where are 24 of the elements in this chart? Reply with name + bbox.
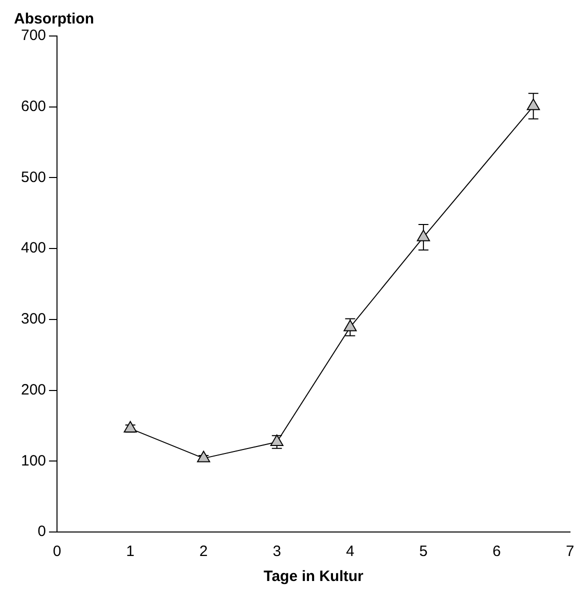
y-tick-label: 200	[20, 381, 46, 398]
x-tick-label: 1	[126, 543, 134, 560]
point	[197, 450, 210, 462]
point	[416, 230, 430, 242]
x-tick-label: 5	[419, 543, 428, 560]
y-axis-title: Absorption	[14, 10, 94, 28]
y-tick-label: 400	[20, 240, 46, 257]
y-tick-label: 500	[20, 168, 46, 186]
y-tick-label: 300	[20, 310, 46, 328]
x-tick-label: 0	[52, 543, 62, 560]
y-tick-label: 600	[20, 98, 46, 115]
x-tick-label: 4	[346, 543, 354, 560]
x-tick-label: 7	[566, 543, 574, 560]
point	[526, 98, 540, 110]
x-tick-label: 3	[272, 543, 282, 560]
y-tick-label: 0	[38, 523, 46, 540]
x-axis-title: Tage in Kultur	[264, 568, 364, 586]
point	[270, 434, 284, 446]
x-tick-label: 2	[199, 543, 208, 560]
y-tick-label: 100	[20, 452, 46, 470]
y-tick-label: 700	[20, 27, 46, 44]
x-tick-label: 6	[492, 543, 501, 560]
point	[344, 320, 357, 332]
point	[124, 421, 137, 433]
